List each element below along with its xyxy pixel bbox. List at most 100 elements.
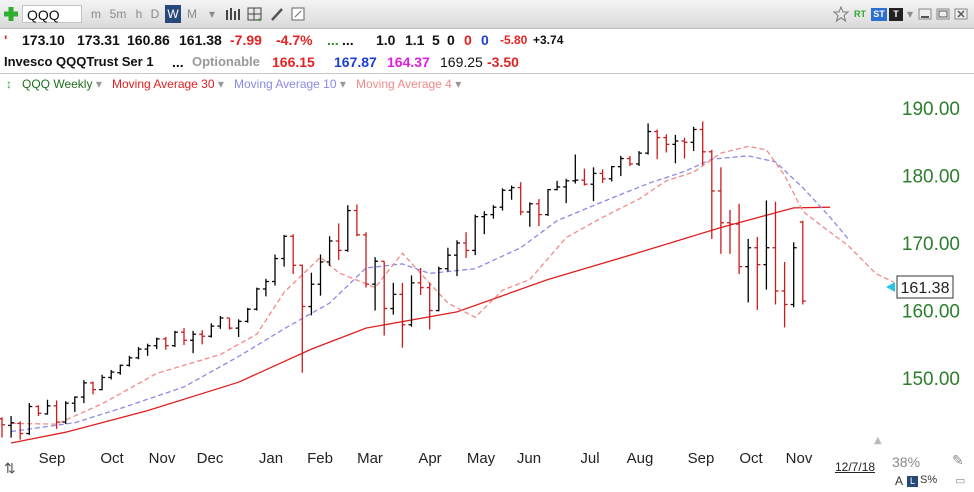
ohlc-bar <box>490 205 497 219</box>
ohlc-bar <box>8 415 15 438</box>
quote-line: ' 173.10 173.31 160.86 161.38 -7.99 -4.7… <box>0 30 974 50</box>
percent-scale-toggle[interactable]: S% <box>920 474 938 486</box>
x-tick-label: Sep <box>39 450 66 467</box>
name-line: Invesco QQQTrust Ser 1 ... Optionable 16… <box>0 52 974 72</box>
ohlc-bar <box>763 200 770 290</box>
ohlc-bar <box>344 205 351 252</box>
last-price-arrow <box>886 282 895 292</box>
ohlc-bar <box>0 417 5 438</box>
refresh-icon[interactable]: ⇅ <box>4 460 16 476</box>
scan-badge[interactable]: ST <box>871 8 887 21</box>
ohlc-bar <box>535 199 542 227</box>
ohlc-bar <box>171 330 178 348</box>
bottom-bar: ⇅ 12/7/18 38% ✎ A L S% ▭ <box>0 452 974 492</box>
x-tick-label: Mar <box>357 450 383 467</box>
y-tick-label: 180.00 <box>902 166 960 187</box>
legend-series[interactable]: QQQ Weekly ▾ <box>22 77 102 91</box>
ohlc-bar <box>162 336 169 350</box>
ohlc-bar <box>272 254 278 286</box>
name-dots: ... <box>172 54 184 70</box>
interval-w[interactable]: W <box>165 5 181 23</box>
last-price-box <box>896 275 954 299</box>
panel-toggle-icon[interactable]: ▭ <box>955 475 966 487</box>
bar-chart-type-icon[interactable] <box>224 5 242 23</box>
price-chart[interactable]: 190.00 180.00 170.00 160.00 150.00 Sep Oct Nov… <box>0 93 974 492</box>
ohlc-bar <box>590 167 597 202</box>
ohlc-bar <box>717 167 724 254</box>
ma30-value: 166.15 <box>272 54 315 70</box>
svg-text:+: + <box>257 15 262 23</box>
ohlc-bar <box>699 121 706 166</box>
ohlc-bar <box>290 234 297 275</box>
minimize-icon[interactable] <box>918 5 932 23</box>
legend-ma4[interactable]: Moving Average 4 ▾ <box>356 77 462 91</box>
auto-scale-toggle[interactable]: A <box>895 474 904 488</box>
interval-m-month[interactable]: M <box>187 7 197 21</box>
add-symbol-plus-icon[interactable] <box>3 5 19 23</box>
interval-h[interactable]: h <box>135 7 143 21</box>
ohlc-bar <box>408 275 415 327</box>
ohlc-bar <box>636 151 642 166</box>
maximize-icon[interactable] <box>936 5 950 23</box>
ohlc-bar <box>645 123 652 155</box>
interval-5m[interactable]: 5m <box>109 7 127 21</box>
ohlc-bar <box>62 401 69 425</box>
ohlc-bar <box>672 134 679 164</box>
favorite-star-icon[interactable] <box>832 5 850 23</box>
ohlc-bar <box>772 201 779 305</box>
interval-d[interactable]: D <box>150 7 160 21</box>
ohlc-bar <box>463 232 470 258</box>
text-tool-dropdown-icon[interactable]: ▾ <box>906 7 914 21</box>
ohlc-bar <box>281 234 288 267</box>
name-value: 169.25 <box>440 54 483 70</box>
indicator-grid-icon[interactable]: + <box>246 5 264 24</box>
ohlc-bar <box>545 188 551 216</box>
ohlc-bar <box>117 364 124 375</box>
interval-m[interactable]: m <box>91 7 101 21</box>
interval-dropdown-icon[interactable]: ▾ <box>208 7 216 21</box>
symbol-input[interactable]: QQQ <box>22 5 82 23</box>
ohlc-bar <box>317 254 324 296</box>
ohlc-bar <box>199 330 206 345</box>
legend-arrow-icon: ↕ <box>6 77 12 91</box>
x-tick-label: Feb <box>307 450 333 467</box>
edit-pencil-icon[interactable]: ✎ <box>952 452 964 468</box>
last-price-label: 161.38 <box>901 280 950 297</box>
plot-area <box>0 93 886 443</box>
ohlc-bar <box>745 238 752 303</box>
ohlc-bar <box>53 400 60 429</box>
quote-d2: +3.74 <box>533 33 564 47</box>
ma4-line <box>11 145 895 425</box>
ohlc-bar <box>599 169 606 183</box>
note-icon[interactable] <box>290 5 306 23</box>
ohlc-bar <box>17 421 24 440</box>
ohlc-bar <box>481 211 488 235</box>
close-icon[interactable] <box>954 5 968 23</box>
legend-ma10[interactable]: Moving Average 10 ▾ <box>234 77 346 91</box>
scroll-up-icon[interactable]: ▲ <box>874 435 882 446</box>
ohlc-bar <box>608 165 615 182</box>
x-tick-label: Jan <box>259 450 283 467</box>
ohlc-bar <box>153 337 160 350</box>
realtime-badge[interactable]: RT <box>854 9 866 19</box>
ohlc-bar <box>508 185 515 200</box>
x-tick-label: Aug <box>627 450 654 467</box>
draw-pencil-icon[interactable] <box>268 5 286 23</box>
quote-dots-b: ... <box>342 32 354 48</box>
text-tool-icon[interactable]: T <box>889 8 903 21</box>
x-tick-label: May <box>467 450 496 467</box>
x-tick-label: Nov <box>149 450 176 467</box>
ohlc-bar <box>654 129 661 160</box>
ohlc-bar <box>499 188 506 211</box>
name-change: -3.50 <box>487 54 519 70</box>
legend-ma30[interactable]: Moving Average 30 ▾ <box>112 77 224 91</box>
linear-scale-toggle[interactable]: L <box>907 476 918 487</box>
ohlc-bar <box>554 180 561 191</box>
y-tick-label: 160.00 <box>902 302 960 323</box>
ohlc-bar <box>144 343 151 356</box>
ohlc-bar <box>262 278 269 297</box>
ohlc-bar <box>454 240 460 277</box>
x-tick-label: Dec <box>197 450 224 467</box>
ohlc-bar <box>399 282 406 348</box>
ohlc-bar <box>353 204 360 237</box>
